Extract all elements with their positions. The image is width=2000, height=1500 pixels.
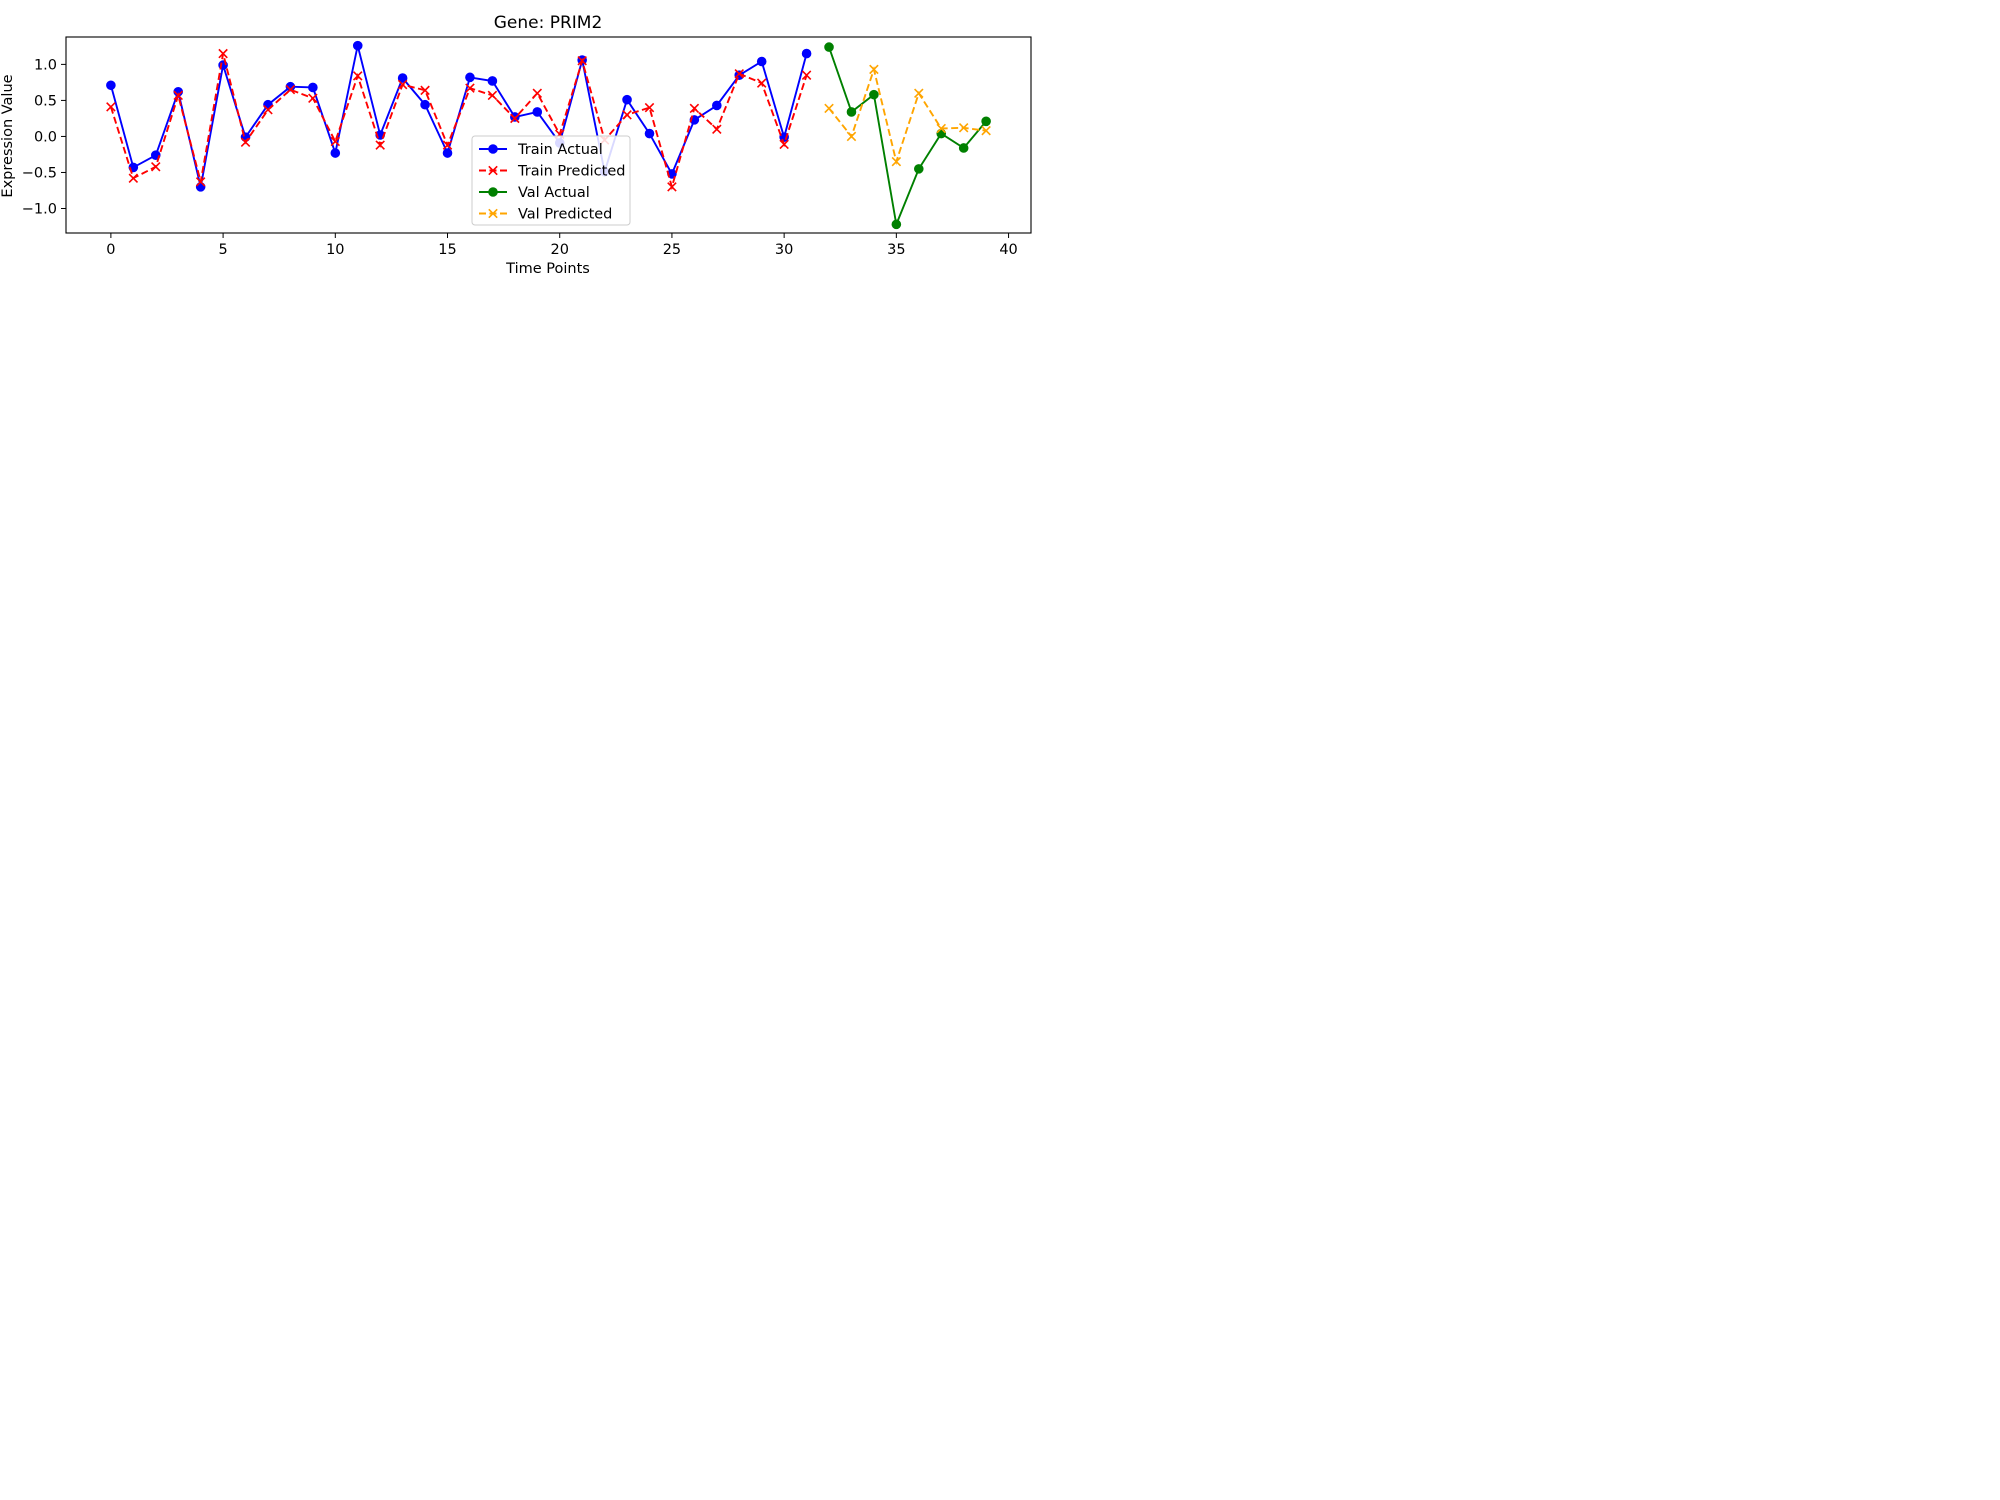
train-predicted-point — [622, 110, 632, 120]
y-axis-label: Expression Value — [0, 74, 16, 197]
legend-marker-val-predicted — [488, 208, 498, 219]
train-predicted-point — [330, 136, 341, 147]
legend-marker-val-actual — [488, 187, 498, 197]
train-actual-point — [285, 81, 296, 92]
train-actual-point — [756, 56, 767, 67]
train-predicted-point — [644, 102, 655, 113]
train-predicted-point — [779, 139, 789, 150]
train-predicted-point — [712, 124, 722, 135]
x-tick-label: 35 — [887, 242, 905, 258]
train-actual-point — [420, 99, 430, 110]
y-tick-label: 1.0 — [34, 57, 57, 73]
legend-marker-train-predicted — [488, 165, 498, 176]
train-predicted-point — [352, 71, 363, 81]
train-predicted-point — [420, 85, 430, 96]
y-tick-label: 0.0 — [34, 129, 57, 145]
y-tick-label: −0.5 — [22, 165, 57, 181]
train-predicted-series — [106, 48, 812, 192]
train-actual-point — [801, 48, 812, 59]
val-predicted-series — [824, 64, 991, 167]
train-predicted-line — [109, 53, 808, 191]
val-actual-point — [891, 219, 902, 230]
legend-box — [471, 135, 631, 226]
train-actual-point — [397, 73, 408, 83]
train-predicted-point — [263, 105, 273, 115]
train-predicted-point — [173, 90, 183, 101]
val-predicted-point — [824, 103, 834, 114]
train-predicted-point — [510, 113, 520, 124]
y-tick-label: 0.5 — [34, 93, 57, 109]
train-actual-point — [330, 148, 341, 158]
train-predicted-point — [689, 103, 700, 114]
val-actual-point — [981, 116, 991, 127]
train-predicted-point — [577, 56, 587, 66]
train-predicted-point — [442, 140, 453, 150]
train-predicted-point — [195, 177, 206, 187]
val-predicted-point — [981, 125, 991, 136]
legend-label-val-predicted: Val Predicted — [518, 207, 612, 223]
train-actual-point — [622, 94, 632, 105]
val-predicted-line — [828, 65, 987, 166]
val-predicted-point — [891, 156, 902, 167]
train-actual-point — [465, 72, 475, 83]
val-predicted-point — [958, 123, 969, 133]
train-predicted-point — [151, 161, 161, 172]
legend-label-train-actual: Train Actual — [517, 142, 603, 158]
train-predicted-point — [801, 70, 812, 80]
legend: Train Actual Train Predicted Val Actual Val… — [471, 135, 631, 226]
train-actual-point — [644, 128, 655, 139]
train-predicted-point — [308, 93, 318, 104]
legend-label-train-predicted: Train Predicted — [517, 164, 625, 180]
train-predicted-point — [734, 68, 745, 79]
train-predicted-point — [375, 140, 385, 150]
train-actual-point — [487, 76, 498, 86]
train-predicted-point — [465, 83, 475, 93]
train-actual-point — [442, 148, 453, 158]
train-predicted-point — [106, 102, 116, 112]
y-tick-label: −1.0 — [22, 202, 57, 218]
train-predicted-point — [756, 78, 767, 88]
val-predicted-point — [936, 123, 946, 134]
train-actual-point — [712, 100, 722, 111]
train-actual-point — [106, 80, 116, 91]
legend-marker-train-actual — [488, 144, 498, 154]
val-actual-series — [824, 42, 991, 230]
train-predicted-point — [397, 79, 408, 90]
x-tick-label: 5 — [218, 242, 227, 258]
val-predicted-point — [846, 131, 857, 142]
train-predicted-point — [218, 48, 228, 59]
val-actual-point — [846, 107, 857, 117]
plot-frame — [65, 36, 1032, 234]
train-actual-point — [532, 107, 543, 117]
train-predicted-point — [487, 90, 498, 101]
x-axis-label: Time Points — [505, 261, 590, 277]
val-actual-point — [824, 42, 834, 52]
x-tick-label: 25 — [663, 242, 681, 258]
train-predicted-point — [667, 182, 677, 192]
train-predicted-point — [532, 88, 543, 98]
val-actual-point — [913, 164, 924, 174]
x-tick-label: 40 — [999, 242, 1017, 258]
x-tick-label: 30 — [775, 242, 793, 258]
train-predicted-point — [128, 173, 139, 184]
train-predicted-point — [240, 137, 251, 147]
x-tick-label: 10 — [326, 242, 344, 258]
legend-label-val-actual: Val Actual — [518, 185, 590, 201]
train-actual-point — [308, 82, 318, 93]
x-tick-label: 15 — [438, 242, 456, 258]
val-predicted-point — [869, 64, 879, 75]
x-tick-label: 20 — [550, 242, 568, 258]
train-actual-point — [352, 40, 363, 51]
train-predicted-point — [285, 84, 296, 95]
val-actual-point — [958, 143, 969, 153]
x-tick-label: 0 — [106, 242, 115, 258]
val-actual-point — [869, 89, 879, 100]
val-predicted-point — [914, 88, 924, 98]
chart-title: Gene: PRIM2 — [494, 13, 603, 33]
